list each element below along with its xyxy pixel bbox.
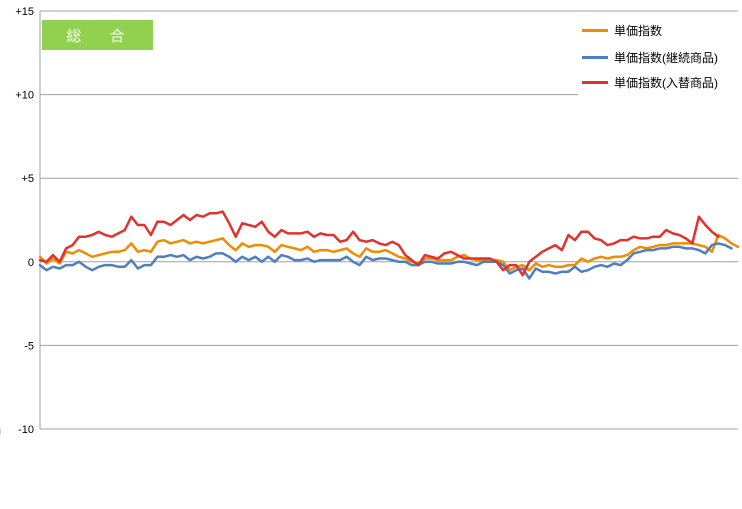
y-tick-label: 0 <box>28 257 34 269</box>
y-tick-label: +10 <box>15 90 34 102</box>
series-line-1 <box>38 242 733 280</box>
y-axis-ticks: +15 +10 +5 0 -5 -10 <box>15 6 34 436</box>
legend-label: 単価指数 <box>614 23 663 38</box>
legend-swatch-unit-price-index <box>582 28 608 32</box>
category-badge: 総 合 <box>42 20 153 50</box>
y-tick-label: -5 <box>24 340 34 352</box>
legend-item-continuing-products: 単価指数(継続商品) <box>582 49 718 65</box>
legend-label: 単価指数(継続商品) <box>614 50 718 65</box>
y-tick-label: +15 <box>15 6 34 18</box>
legend-swatch-continuing-products <box>582 55 608 59</box>
y-tick-label: -10 <box>18 424 34 436</box>
legend-item-replacement-products: 単価指数(入替商品) <box>582 74 718 90</box>
legend: 単価指数 単価指数(継続商品) 単価指数(入替商品) <box>578 18 738 96</box>
series-line-2 <box>38 210 720 277</box>
legend-label: 単価指数(入替商品) <box>614 75 718 90</box>
category-badge-label: 総 合 <box>66 27 137 45</box>
legend-item-unit-price-index: 単価指数 <box>582 22 662 38</box>
grid-lines <box>39 10 738 430</box>
series-line-0 <box>38 233 740 272</box>
series-lines <box>38 210 740 280</box>
legend-swatch-replacement-products <box>582 80 608 84</box>
y-tick-label: +5 <box>21 173 34 185</box>
